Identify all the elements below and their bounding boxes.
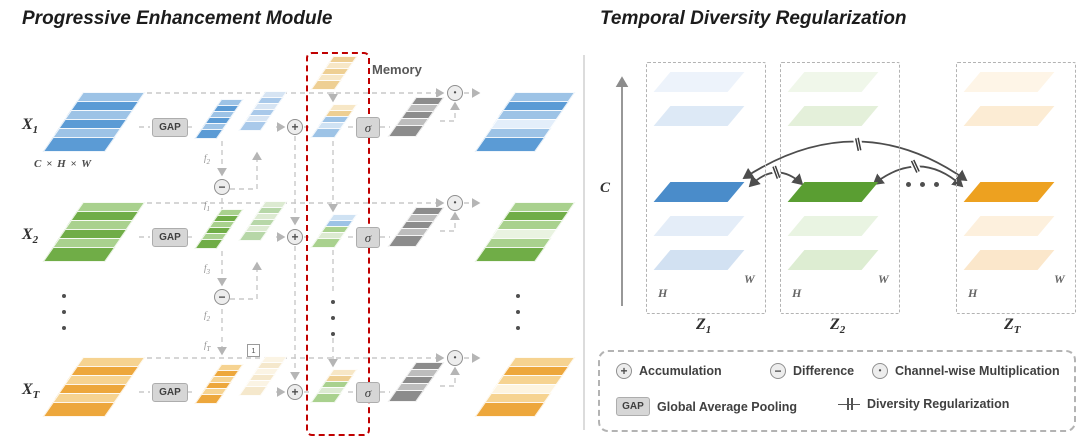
output-stack-1 <box>474 92 580 152</box>
ellipsis-dot <box>906 182 911 187</box>
difference-icon: − <box>770 363 786 379</box>
legend: + Accumulation − Difference • Channel-wi… <box>598 350 1076 432</box>
accumulation-icon: + <box>287 229 303 245</box>
right-panel-title: Temporal Diversity Regularization <box>600 8 907 29</box>
legend-label: Accumulation <box>639 364 722 378</box>
frame-mark: f2 <box>204 153 211 166</box>
w-label: W <box>744 272 755 286</box>
attention-stack-t <box>387 362 450 402</box>
memory-label: Memory <box>372 62 422 77</box>
legend-label: Channel-wise Multiplication <box>895 364 1060 378</box>
channelwise-multiply-icon: • <box>447 85 463 101</box>
legend-label: Diversity Regularization <box>867 397 1010 411</box>
legend-item-channelwise: • Channel-wise Multiplication <box>872 363 1060 379</box>
ellipsis-dot <box>331 300 335 304</box>
frame-box-z2 <box>780 62 900 314</box>
legend-item-difference: − Difference <box>770 363 854 379</box>
ellipsis-dot <box>516 310 520 314</box>
reg-symbol: ∥ <box>909 158 921 174</box>
gap-box-t: GAP <box>152 383 188 402</box>
legend-item-gap: GAP Global Average Pooling <box>616 397 797 416</box>
input-stack-1 <box>42 92 150 152</box>
legend-item-diversity: Diversity Regularization <box>838 397 1009 411</box>
accumulation-icon: + <box>287 384 303 400</box>
ellipsis-dot <box>62 326 66 330</box>
difference-icon: − <box>214 289 230 305</box>
ellipsis-dot <box>62 294 66 298</box>
h-label: H <box>792 286 802 300</box>
frame-mark: fT <box>204 340 211 353</box>
initial-one-box: 1 <box>247 344 260 357</box>
frame-box-zt <box>956 62 1076 314</box>
gap-box-1: GAP <box>152 118 188 137</box>
frame-label-z2: Z2 <box>830 316 846 337</box>
channelwise-multiply-icon: • <box>447 195 463 211</box>
sigmoid-box-1: σ <box>356 117 380 138</box>
sigmoid-box-t: σ <box>356 382 380 403</box>
ellipsis-dot <box>516 294 520 298</box>
left-panel-title: Progressive Enhancement Module <box>22 8 333 29</box>
gap-box-2: GAP <box>152 228 188 247</box>
h-label: H <box>968 286 978 300</box>
frame-box-z1 <box>646 62 766 314</box>
panel-divider <box>583 55 585 430</box>
difference-icon: − <box>214 179 230 195</box>
ellipsis-dot <box>934 182 939 187</box>
ellipsis-dot <box>331 332 335 336</box>
input-label-x2: X2 <box>22 226 39 247</box>
accumulation-icon: + <box>287 119 303 135</box>
frame-label-zt: ZT <box>1004 316 1021 337</box>
output-stack-t <box>474 357 580 417</box>
ellipsis-dot <box>62 310 66 314</box>
sigmoid-box-2: σ <box>356 227 380 248</box>
h-label: H <box>658 286 668 300</box>
attention-stack-1 <box>387 97 450 137</box>
legend-label: Global Average Pooling <box>657 399 798 414</box>
c-axis-label: C <box>600 180 611 196</box>
output-stack-2 <box>474 202 580 262</box>
input-label-x1: X1 <box>22 116 39 137</box>
channelwise-multiply-icon: • <box>447 350 463 366</box>
w-label: W <box>878 272 889 286</box>
input-label-xt: XT <box>22 381 40 402</box>
legend-item-accumulation: + Accumulation <box>616 363 722 379</box>
w-label: W <box>1054 272 1065 286</box>
frame-mark: f1 <box>204 200 211 213</box>
frame-label-z1: Z1 <box>696 316 712 337</box>
accumulation-icon: + <box>616 363 632 379</box>
legend-label: Difference <box>793 364 855 378</box>
channelwise-multiply-icon: • <box>872 363 888 379</box>
frame-mark: f3 <box>204 263 211 276</box>
input-stack-t <box>42 357 150 417</box>
attention-stack-2 <box>387 207 450 247</box>
frame-mark: f2 <box>204 310 211 323</box>
ellipsis-dot <box>331 316 335 320</box>
tensor-dims-label: C × H × W <box>34 158 93 170</box>
ellipsis-dot <box>516 326 520 330</box>
diversity-icon <box>838 397 860 411</box>
input-stack-2 <box>42 202 150 262</box>
ellipsis-dot <box>920 182 925 187</box>
gap-icon: GAP <box>616 397 650 416</box>
